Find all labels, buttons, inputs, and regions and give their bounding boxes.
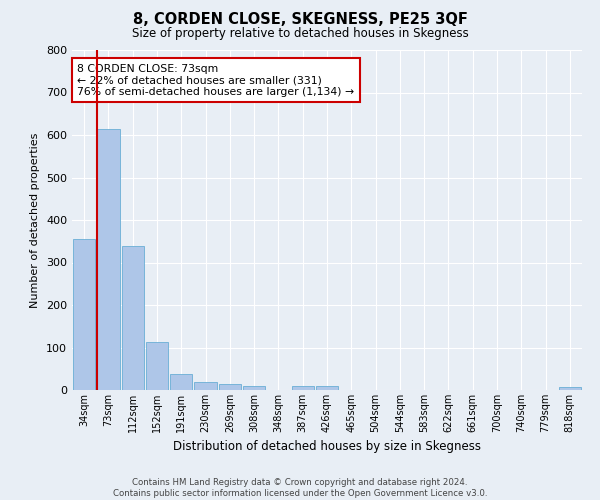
X-axis label: Distribution of detached houses by size in Skegness: Distribution of detached houses by size … (173, 440, 481, 454)
Bar (73, 239, 95, 390)
Bar (243, 386, 265, 390)
Bar (292, 386, 314, 390)
Bar (97, 128, 119, 390)
Bar (559, 386, 581, 390)
Text: Contains HM Land Registry data © Crown copyright and database right 2024.
Contai: Contains HM Land Registry data © Crown c… (113, 478, 487, 498)
Bar (194, 382, 217, 390)
Bar (316, 386, 338, 390)
Text: Size of property relative to detached houses in Skegness: Size of property relative to detached ho… (131, 28, 469, 40)
Bar (122, 246, 144, 390)
Text: 8 CORDEN CLOSE: 73sqm
← 22% of detached houses are smaller (331)
76% of semi-det: 8 CORDEN CLOSE: 73sqm ← 22% of detached … (77, 64, 354, 97)
Y-axis label: Number of detached properties: Number of detached properties (31, 132, 40, 308)
Text: 8, CORDEN CLOSE, SKEGNESS, PE25 3QF: 8, CORDEN CLOSE, SKEGNESS, PE25 3QF (133, 12, 467, 28)
Bar (146, 342, 168, 390)
Bar (218, 384, 241, 390)
Bar (170, 374, 193, 390)
